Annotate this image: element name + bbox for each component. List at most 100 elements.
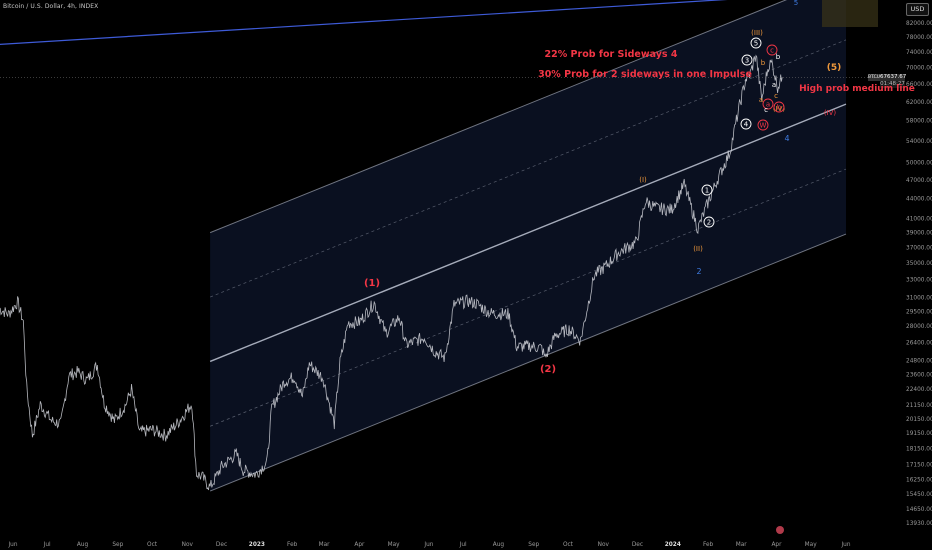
- wave-circle-label: 3: [745, 57, 749, 65]
- trendline-layer: [0, 0, 728, 45]
- last-price-tag: 67637.67: [880, 74, 907, 81]
- wave-circle-label: c: [770, 47, 774, 55]
- price-series-line: [0, 54, 783, 491]
- y-tick-label: 22400.00: [906, 387, 932, 393]
- wave-circle: [757, 119, 769, 131]
- annotation-label: a: [772, 81, 776, 89]
- x-tick-label: Dec: [632, 542, 643, 548]
- wave-circle: [740, 118, 752, 130]
- y-tick-label: 28000.00: [906, 324, 932, 330]
- x-tick-label: Jul: [43, 542, 51, 548]
- wave-circle-label: 4: [744, 121, 749, 129]
- annotation-label: (IV): [773, 105, 786, 113]
- x-tick-label: Oct: [147, 542, 158, 548]
- y-tick-label: 17150.00: [906, 462, 932, 468]
- y-tick-label: 54000.00: [906, 139, 932, 145]
- wave-circle: [766, 44, 778, 56]
- x-tick-label: May: [388, 542, 401, 548]
- x-tick-label: Mar: [319, 542, 331, 548]
- annotation-label: b: [761, 59, 766, 67]
- wave-circle-label: b: [777, 104, 782, 112]
- wave-circle-label: 2: [707, 219, 711, 227]
- x-tick-label: Apr: [771, 542, 782, 548]
- channel-upper-line: [209, 0, 788, 234]
- channel-upper-quarter-line: [210, 39, 847, 298]
- annotation-label: (III): [751, 29, 763, 37]
- annotation-label: c: [774, 92, 778, 100]
- annotation-label: High prob medium line: [799, 84, 915, 94]
- trendline: [0, 0, 728, 45]
- x-tick-label: Jun: [840, 542, 850, 548]
- annotation-label: 4: [784, 134, 789, 143]
- wave-circle: [741, 54, 753, 66]
- channel-middle-line: [209, 103, 847, 363]
- x-tick-label: Aug: [77, 542, 89, 548]
- y-tick-label: 26400.00: [906, 341, 932, 347]
- y-tick-label: 16250.00: [906, 478, 932, 484]
- y-tick-label: 24800.00: [906, 358, 932, 364]
- annotation-label: b: [776, 53, 781, 61]
- x-tick-label: 2024: [665, 542, 681, 548]
- y-tick-label: 37000.00: [906, 245, 932, 251]
- y-tick-label: 62000.00: [906, 100, 932, 106]
- annotation-label: 5: [794, 0, 798, 7]
- y-tick-label: 15450.00: [906, 492, 932, 498]
- wave-circle: [773, 101, 785, 113]
- y-tick-label: 50000.00: [906, 161, 932, 167]
- wave-circle-label: 1: [705, 187, 709, 195]
- y-tick-label: 74000.00: [906, 50, 932, 56]
- annotation-label: (IV): [824, 109, 837, 117]
- symbol-tag: BTCUSD: [868, 74, 887, 81]
- highlight-box: [822, 0, 878, 27]
- y-tick-label: 20150.00: [906, 417, 932, 423]
- annotation-label: 22% Prob for Sideways 4: [545, 49, 678, 60]
- wave-circle-label: a: [766, 101, 770, 109]
- x-tick-label: Sep: [528, 542, 539, 548]
- y-tick-label: 18150.00: [906, 446, 932, 452]
- currency-button[interactable]: USD: [906, 3, 929, 16]
- wave-circle: [750, 37, 762, 49]
- wave-circle: [703, 216, 715, 228]
- channel-layer: [209, 0, 847, 492]
- chart-header-title: Bitcoin / U.S. Dollar, 4h, INDEX: [3, 3, 99, 10]
- wave-circle-label: W: [760, 122, 767, 130]
- annotation-label: 2: [696, 267, 701, 276]
- x-tick-label: Aug: [493, 542, 505, 548]
- axis-layer: 82000.00 78000.00 74000.00 70000.00 66000.00…: [7, 21, 932, 548]
- y-tick-label: 13930.00: [906, 521, 932, 527]
- y-tick-label: 66000.00: [906, 82, 932, 88]
- x-tick-label: May: [805, 542, 818, 548]
- y-tick-label: 33000.00: [906, 278, 932, 284]
- annotation-label: (I): [639, 176, 647, 184]
- x-tick-label: Feb: [703, 542, 714, 548]
- annotation-label: 30% Prob for 2 sideways in one Impulse: [538, 69, 752, 80]
- annotation-label: c: [764, 106, 768, 114]
- y-tick-label: 21150.00: [906, 403, 932, 409]
- x-tick-label: Nov: [598, 542, 610, 548]
- x-tick-label: Jul: [459, 542, 467, 548]
- y-tick-label: 19150.00: [906, 431, 932, 437]
- price-layer: [0, 54, 880, 491]
- x-tick-label: Sep: [112, 542, 123, 548]
- y-tick-label: 23600.00: [906, 372, 932, 378]
- y-tick-label: 39000.00: [906, 231, 932, 237]
- x-tick-label: Feb: [287, 542, 298, 548]
- annotation-label: (5): [827, 63, 842, 73]
- annotation-label: (II): [693, 245, 703, 253]
- wave-circle: [701, 184, 713, 196]
- x-tick-label: Jun: [423, 542, 433, 548]
- x-tick-label: Jun: [7, 542, 17, 548]
- y-tick-label: 58000.00: [906, 119, 932, 125]
- y-tick-label: 82000.00: [906, 21, 932, 27]
- x-tick-label: Apr: [354, 542, 365, 548]
- wave-circle-label: 5: [754, 40, 758, 48]
- y-tick-label: 47000.00: [906, 178, 932, 184]
- y-tick-label: 44000.00: [906, 197, 932, 203]
- x-tick-label: Mar: [736, 542, 748, 548]
- annotation-label: a: [759, 96, 763, 104]
- channel-fill: [210, 0, 846, 492]
- wave-circle: [762, 98, 774, 110]
- countdown-tag: 01:48:27: [880, 81, 905, 88]
- x-tick-label: 2023: [249, 542, 265, 548]
